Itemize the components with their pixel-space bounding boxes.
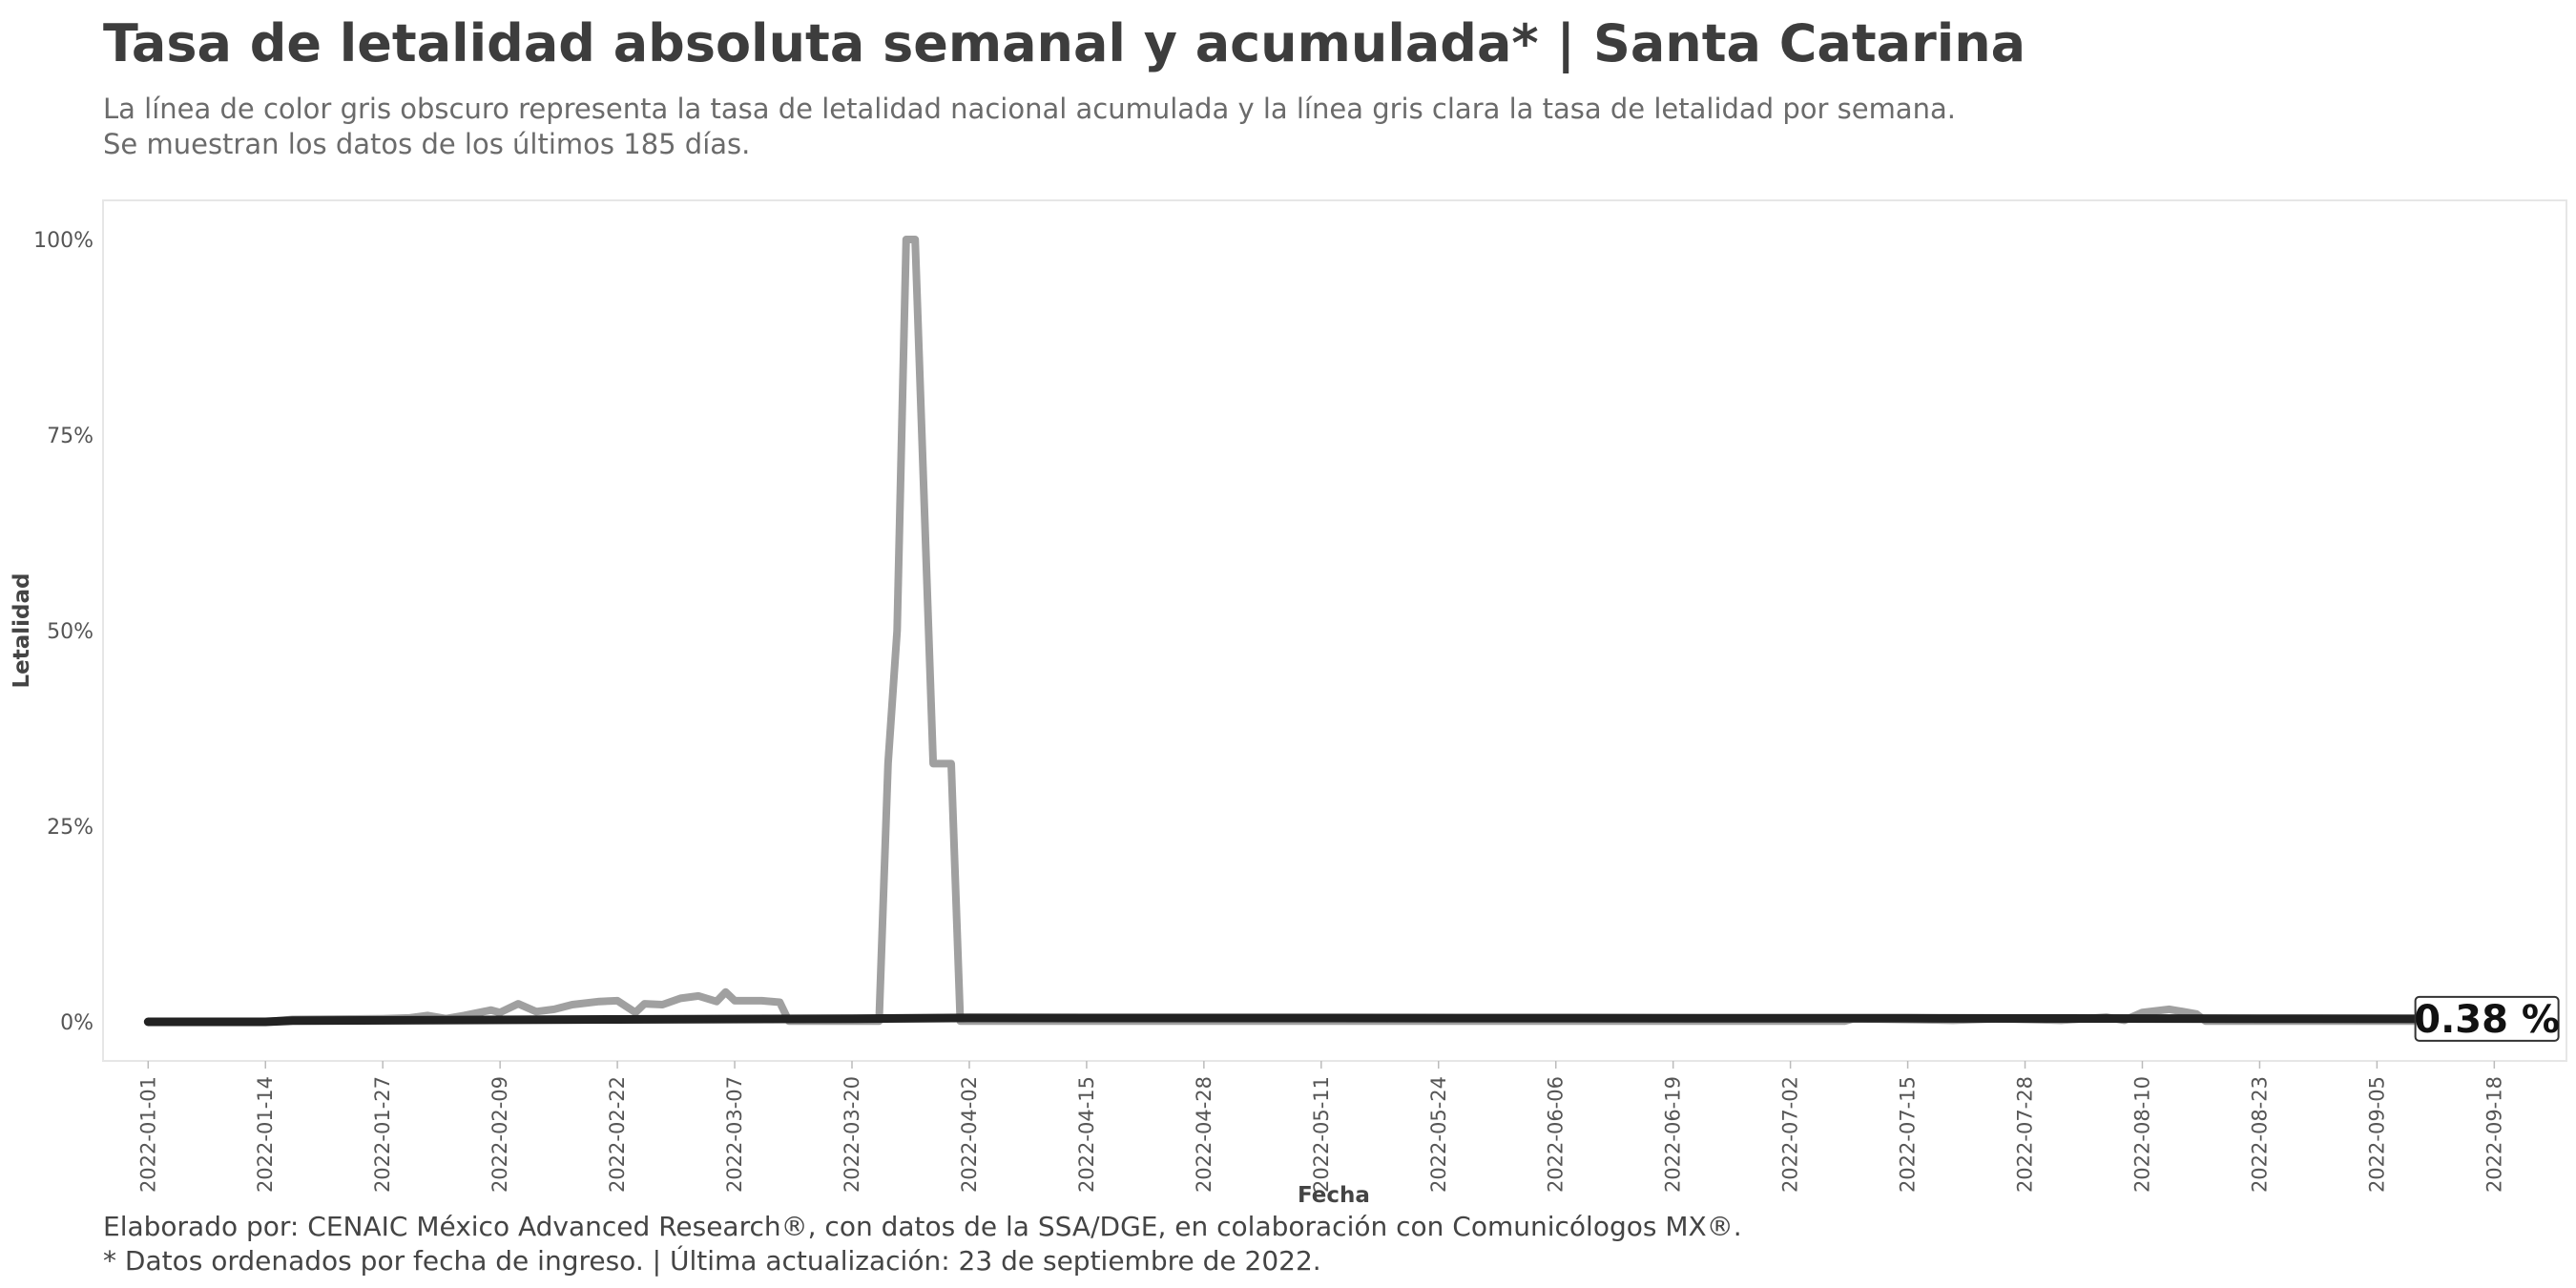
cumulative-series-line [143,1013,2545,1027]
y-axis-title: Letalidad [10,573,34,689]
end-label-box [2414,995,2560,1042]
x-tick-label: 2022-05-11 [1310,1076,1333,1193]
series-layer [143,236,2545,1027]
y-tick-label: 50% [47,620,93,644]
x-tick-label: 2022-08-10 [2130,1076,2153,1193]
x-tick-label: 2022-07-02 [1779,1076,1802,1193]
y-tick-label: 100% [33,229,93,253]
y-axis: 0% 25% 50% 75% 100% [33,229,93,1035]
x-tick-label: 2022-02-22 [606,1076,629,1193]
subtitle-line-1: La línea de color gris obscuro represent… [103,93,1956,125]
x-tick-label: 2022-08-23 [2248,1076,2271,1193]
x-tick-label: 2022-04-28 [1193,1076,1215,1193]
x-tick-label: 2022-04-02 [958,1076,981,1193]
caption-line-1: Elaborado por: CENAIC México Advanced Re… [103,1211,1742,1242]
caption-line-2: * Datos ordenados por fecha de ingreso. … [103,1245,1321,1277]
chart-caption: Elaborado por: CENAIC México Advanced Re… [103,1210,1742,1278]
x-tick-label: 2022-06-19 [1662,1076,1685,1193]
y-tick-label: 25% [47,816,93,840]
x-tick-label: 2022-03-20 [841,1076,863,1193]
x-tick-label: 2022-06-06 [1545,1076,1568,1193]
x-axis: 2022-01-01 2022-01-14 2022-01-27 2022-02-09… [136,1061,2505,1193]
x-tick-label: 2022-02-09 [488,1076,511,1193]
x-tick-label: 2022-04-15 [1075,1076,1098,1193]
plot-panel [102,199,2567,1062]
x-tick-label: 2022-07-28 [2014,1076,2037,1193]
y-tick-label: 0% [60,1011,93,1035]
end-label-text: 0.38 % [2414,998,2560,1042]
chart-title: Tasa de letalidad absoluta semanal y acu… [103,13,2026,73]
x-tick-label: 2022-07-15 [1897,1076,1920,1193]
x-tick-label: 2022-05-24 [1427,1076,1450,1193]
x-tick-label: 2022-01-14 [254,1076,277,1193]
subtitle-line-2: Se muestran los datos de los últimos 185… [103,128,751,160]
end-value-label: 0.38 % [2414,995,2560,1042]
x-tick-label: 2022-09-05 [2365,1076,2388,1193]
x-tick-label: 2022-09-18 [2483,1076,2505,1193]
chart-subtitle: La línea de color gris obscuro represent… [103,92,1956,162]
x-tick-label: 2022-01-01 [136,1076,159,1193]
y-tick-label: 75% [47,425,93,448]
x-tick-label: 2022-01-27 [371,1076,394,1193]
x-axis-title: Fecha [1298,1183,1370,1208]
x-tick-label: 2022-03-07 [723,1076,746,1193]
